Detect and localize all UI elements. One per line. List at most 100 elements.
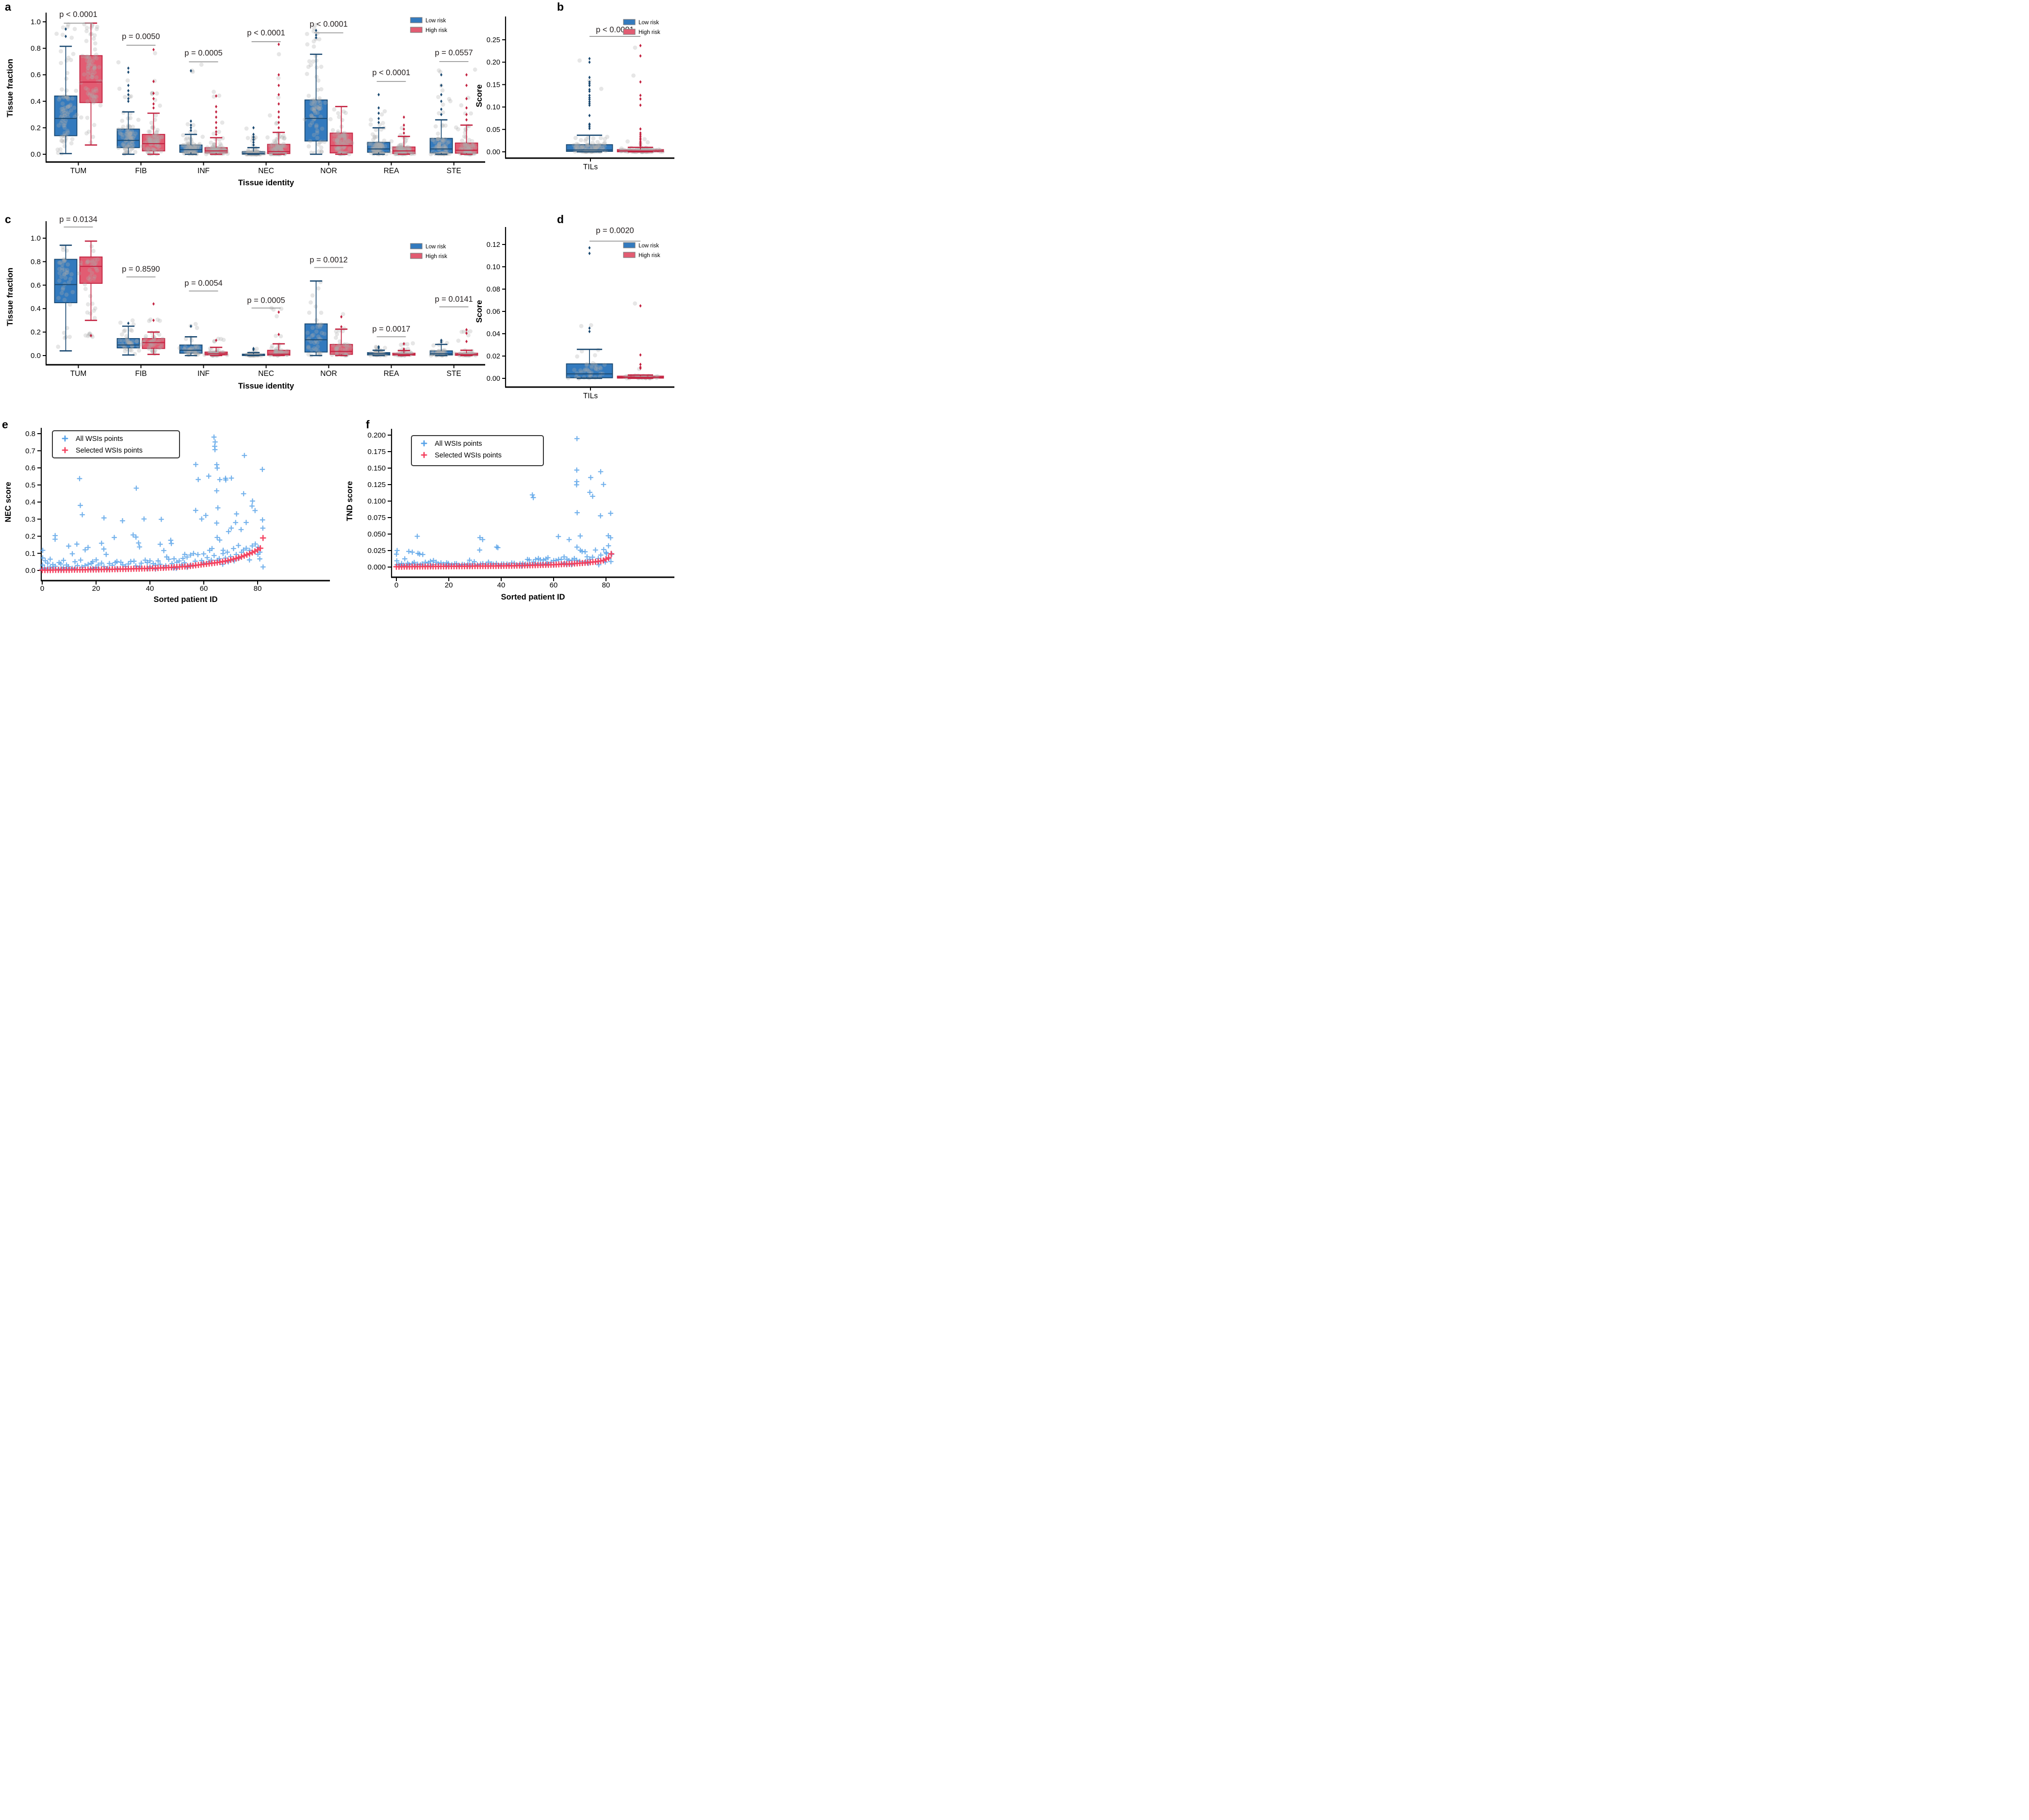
legend-swatch-high-risk — [410, 253, 423, 259]
svg-text:High risk: High risk — [638, 253, 660, 259]
svg-text:Score: Score — [475, 300, 484, 323]
svg-text:0.200: 0.200 — [367, 431, 386, 439]
svg-text:All WSIs points: All WSIs points — [76, 435, 123, 443]
svg-text:0.8: 0.8 — [25, 430, 35, 438]
svg-text:0.25: 0.25 — [487, 36, 500, 44]
svg-text:40: 40 — [146, 585, 154, 593]
box-TUM-high — [79, 55, 103, 103]
panel-letter-a: a — [5, 0, 11, 13]
svg-text:Selected WSIs points: Selected WSIs points — [435, 452, 502, 459]
svg-text:Tissue fraction: Tissue fraction — [5, 59, 15, 117]
svg-text:0.02: 0.02 — [487, 353, 500, 360]
panel-d-boxplot-tils-score: 0.00 0.02 0.04 0.06 0.08 0.10 0.12 Score TILs p =… — [475, 226, 674, 400]
box-TUM-high — [79, 256, 103, 284]
legend-swatch-low-risk — [410, 17, 423, 23]
legend-swatch-low-risk — [623, 242, 636, 248]
legend: All WSIs points Selected WSIs points — [411, 435, 544, 466]
svg-text:NOR: NOR — [320, 370, 337, 378]
svg-text:p = 0.0017: p = 0.0017 — [372, 325, 410, 334]
svg-text:0.0: 0.0 — [25, 567, 35, 575]
svg-text:0.06: 0.06 — [487, 308, 500, 316]
svg-text:0.6: 0.6 — [25, 464, 35, 472]
box-lines — [54, 240, 478, 357]
panel-c-boxplot-tissue-fraction: 0.0 0.2 0.4 0.6 0.8 1.0 Tissue fraction TUM FIB I… — [5, 215, 485, 390]
p-annotations: p = 0.0020 — [589, 226, 640, 242]
axes: 0.00 0.02 0.04 0.06 0.08 0.10 0.12 Score TILs — [475, 227, 674, 400]
svg-text:0.025: 0.025 — [367, 547, 386, 555]
svg-text:0.050: 0.050 — [367, 530, 386, 538]
svg-text:p = 0.0134: p = 0.0134 — [59, 215, 97, 224]
svg-text:20: 20 — [92, 585, 100, 593]
boxes — [54, 55, 478, 155]
svg-text:Low risk: Low risk — [425, 18, 446, 24]
svg-text:0.5: 0.5 — [25, 481, 35, 489]
svg-text:NOR: NOR — [320, 167, 337, 175]
svg-text:0.000: 0.000 — [367, 563, 386, 571]
legend: Low risk High risk — [623, 19, 660, 35]
svg-text:0.6: 0.6 — [31, 281, 41, 290]
svg-text:STE: STE — [446, 167, 461, 175]
svg-text:p = 0.8590: p = 0.8590 — [122, 265, 160, 274]
svg-text:20: 20 — [445, 581, 453, 589]
panel-letter-d: d — [557, 213, 564, 226]
svg-text:Selected WSIs points: Selected WSIs points — [76, 447, 143, 455]
svg-text:60: 60 — [550, 581, 558, 589]
legend-swatch-low-risk — [623, 19, 636, 25]
svg-text:0: 0 — [394, 581, 398, 589]
axes: 0.0 0.2 0.4 0.6 0.8 1.0 Tissue fraction TUM FIB I… — [5, 221, 485, 390]
svg-text:80: 80 — [602, 581, 610, 589]
svg-text:p = 0.0141: p = 0.0141 — [435, 295, 473, 304]
svg-text:0.175: 0.175 — [367, 448, 386, 456]
panel-letter-e: e — [2, 418, 8, 431]
svg-text:0.075: 0.075 — [367, 514, 386, 522]
svg-text:0.00: 0.00 — [487, 148, 500, 156]
box-STE-low — [429, 138, 453, 154]
svg-text:Low risk: Low risk — [425, 244, 446, 250]
panel-letter-f: f — [366, 418, 370, 431]
svg-text:NEC: NEC — [258, 370, 274, 378]
svg-text:40: 40 — [497, 581, 506, 589]
box-TUM-low — [54, 259, 78, 303]
svg-text:0.8: 0.8 — [31, 45, 41, 53]
svg-text:Sorted patient ID: Sorted patient ID — [153, 595, 217, 604]
svg-text:p < 0.0001: p < 0.0001 — [247, 29, 285, 37]
svg-text:0.2: 0.2 — [25, 533, 35, 541]
svg-text:0.100: 0.100 — [367, 497, 386, 505]
axes: 0.0 0.2 0.4 0.6 0.8 1.0 Tissue fraction TUM FIB I… — [5, 13, 485, 187]
box-TUM-low — [54, 95, 78, 136]
svg-text:0.2: 0.2 — [31, 328, 41, 337]
svg-text:0.20: 0.20 — [487, 59, 500, 66]
legend-swatch-high-risk — [410, 27, 423, 33]
figure-canvas: a b c d e f 0.0 0.2 0.4 0.6 0.8 1.0 Tissue fra… — [0, 0, 676, 607]
svg-text:0.125: 0.125 — [367, 481, 386, 489]
svg-text:p = 0.0020: p = 0.0020 — [596, 226, 634, 235]
svg-text:0.2: 0.2 — [31, 124, 41, 132]
svg-text:0.4: 0.4 — [31, 98, 41, 106]
panel-e-scatter-nec-score: 0.0 0.1 0.2 0.3 0.4 0.5 0.6 0.7 0.8 0 20 40 60 80 NEC … — [4, 428, 330, 604]
box-lines — [566, 44, 664, 153]
svg-text:0.1: 0.1 — [25, 550, 35, 558]
svg-text:0.7: 0.7 — [25, 447, 35, 455]
svg-text:Sorted patient ID: Sorted patient ID — [501, 593, 565, 601]
svg-text:High risk: High risk — [425, 28, 447, 33]
svg-text:High risk: High risk — [425, 254, 447, 260]
svg-text:TILs: TILs — [583, 392, 598, 400]
svg-text:60: 60 — [200, 585, 208, 593]
svg-text:0.05: 0.05 — [487, 126, 500, 134]
svg-text:1.0: 1.0 — [31, 234, 41, 243]
box-lines — [566, 246, 664, 379]
p-annotations: p < 0.0001 p = 0.0050 p = 0.0005 p < 0.0001… — [59, 10, 473, 82]
box-TILs-low — [566, 363, 613, 378]
svg-text:p = 0.0005: p = 0.0005 — [247, 296, 285, 305]
svg-text:0.150: 0.150 — [367, 464, 386, 472]
svg-text:FIB: FIB — [135, 370, 147, 378]
svg-text:REA: REA — [384, 370, 400, 378]
svg-text:STE: STE — [446, 370, 461, 378]
p-annotations: p = 0.0134 p = 0.8590 p = 0.0054 p = 0.0005… — [59, 215, 473, 338]
strip-dots — [566, 301, 660, 381]
svg-text:0.6: 0.6 — [31, 71, 41, 79]
panel-f-scatter-tnd-score: 0.000 0.025 0.050 0.075 0.100 0.125 0.150 0.175… — [345, 429, 674, 601]
legend-swatch-high-risk — [623, 252, 636, 258]
panel-letter-b: b — [557, 0, 564, 13]
svg-text:FIB: FIB — [135, 167, 147, 175]
